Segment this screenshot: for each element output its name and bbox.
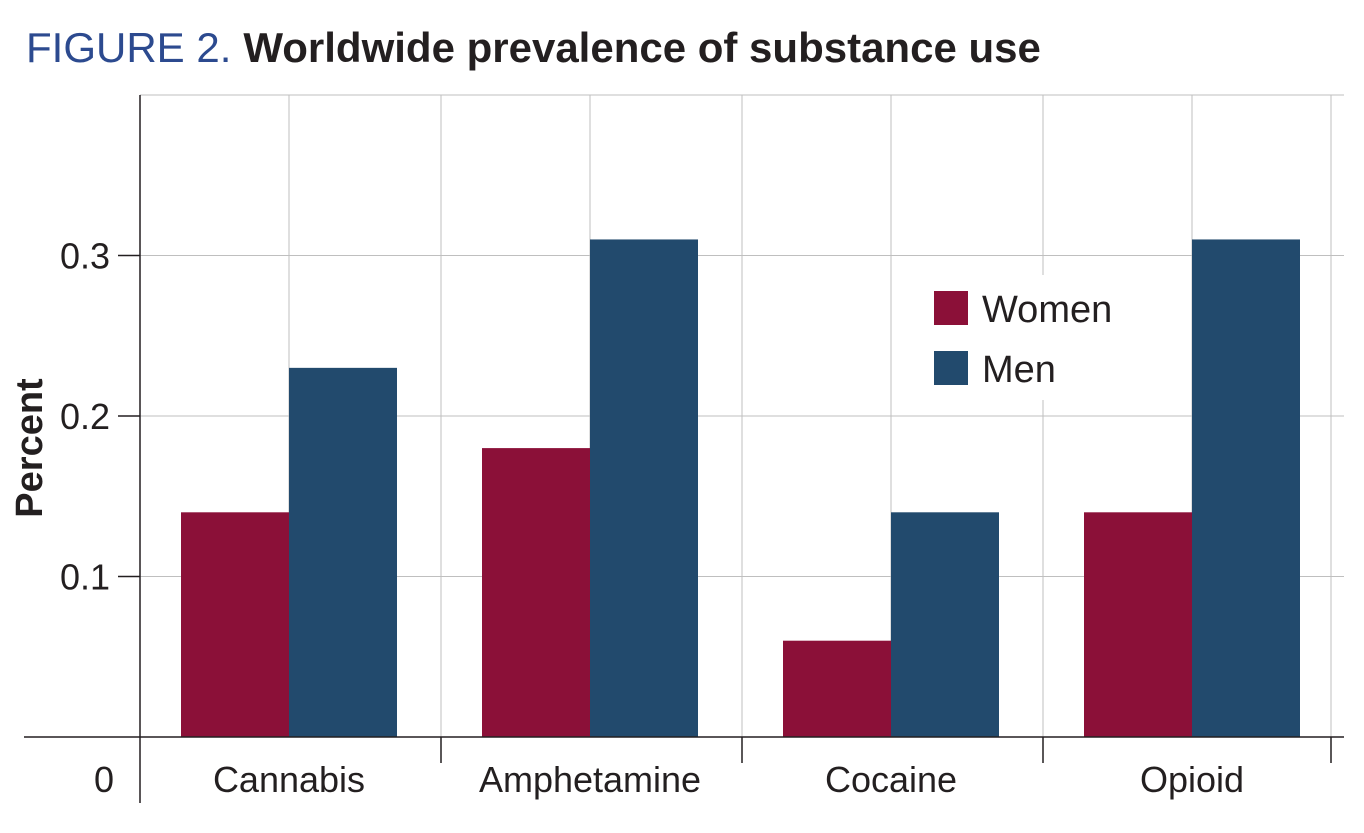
y-tick-label: 0.1 — [60, 557, 110, 598]
bar-women-cocaine — [783, 640, 891, 737]
bar-men-cocaine — [891, 512, 999, 737]
legend-label-women: Women — [982, 289, 1112, 331]
legend: Women Men — [920, 275, 1112, 400]
legend-swatch-men — [934, 351, 968, 385]
y-tick-label: 0.2 — [60, 396, 110, 437]
bars — [181, 239, 1300, 737]
bar-men-amphetamine — [590, 239, 698, 737]
axes: 0.1 0.2 0.3 Cannabis Amphetamine Cocaine Opioi… — [24, 95, 1344, 803]
bar-men-opioid — [1192, 239, 1300, 737]
bar-women-cannabis — [181, 512, 289, 737]
y-tick-label: 0.3 — [60, 236, 110, 277]
x-tick-label: Amphetamine — [479, 759, 701, 800]
x-tick-label: Cannabis — [213, 759, 365, 800]
bar-men-cannabis — [289, 367, 397, 737]
x-tick-label: Opioid — [1140, 759, 1244, 800]
y-axis-label: Percent — [9, 378, 51, 518]
bar-women-amphetamine — [482, 448, 590, 737]
legend-swatch-women — [934, 291, 968, 325]
x-tick-label: Cocaine — [825, 759, 957, 800]
y-zero-label: 0 — [94, 759, 114, 800]
figure-title: FIGURE 2. Worldwide prevalence of substan… — [26, 22, 1041, 74]
figure-title-text: Worldwide prevalence of substance use — [243, 24, 1041, 71]
bar-women-opioid — [1084, 512, 1192, 737]
figure-label: FIGURE 2. — [26, 24, 232, 71]
legend-label-men: Men — [982, 349, 1056, 391]
